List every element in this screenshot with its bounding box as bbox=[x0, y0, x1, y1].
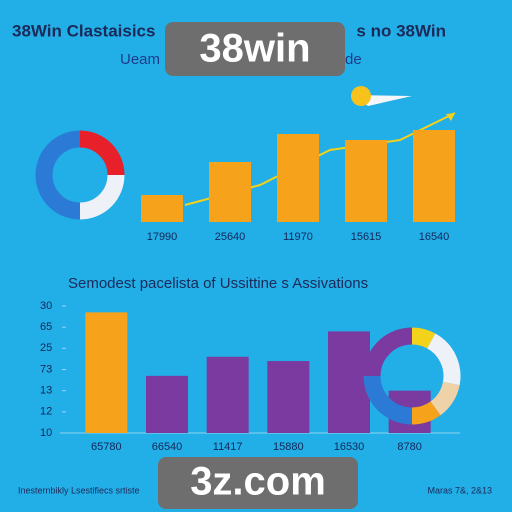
y-tick-label: 73 bbox=[40, 363, 52, 375]
chart-title: Semodest pacelista of Ussittine s Assiva… bbox=[68, 275, 368, 292]
x-tick-label: 15880 bbox=[273, 441, 304, 453]
subtitle-right: de bbox=[345, 51, 362, 68]
watermark-top: 38win bbox=[199, 27, 310, 71]
footer-left: Inesternbikly Lsestifiecs srtiste bbox=[18, 485, 140, 495]
y-tick-label: 12 bbox=[40, 406, 52, 418]
footer-right: Maras 7&, 2&13 bbox=[427, 485, 492, 495]
x-tick-label: 8780 bbox=[397, 441, 421, 453]
donut-segment bbox=[411, 327, 436, 349]
subtitle-left: Ueam bbox=[120, 51, 160, 68]
bar bbox=[209, 162, 251, 222]
y-tick-label: 13 bbox=[40, 385, 52, 397]
bar bbox=[146, 375, 188, 433]
y-tick-label: 10 bbox=[40, 427, 52, 439]
x-tick-label: 11417 bbox=[213, 441, 243, 453]
x-tick-label: 17990 bbox=[147, 231, 178, 243]
donut-segment bbox=[79, 174, 125, 220]
donut-segment bbox=[411, 401, 441, 425]
donut-segment bbox=[35, 130, 81, 220]
x-tick-label: 25640 bbox=[215, 231, 246, 243]
watermark-box bbox=[165, 22, 345, 76]
bar bbox=[328, 331, 370, 433]
bar bbox=[345, 140, 387, 222]
bar bbox=[267, 361, 310, 433]
title-right: s no 38Win bbox=[356, 21, 446, 40]
trend-arrow bbox=[446, 113, 455, 121]
bar bbox=[413, 130, 455, 222]
watermark-bottom: 3z.com bbox=[190, 460, 326, 504]
title-left: 38Win Clastaisics bbox=[12, 21, 155, 40]
y-tick-label: 30 bbox=[40, 300, 52, 312]
x-tick-label: 15615 bbox=[351, 231, 382, 243]
y-tick-label: 65 bbox=[40, 321, 52, 333]
donut-segment bbox=[79, 130, 125, 176]
x-tick-label: 16530 bbox=[334, 441, 365, 453]
comet-head bbox=[351, 86, 371, 106]
x-tick-label: 16540 bbox=[419, 231, 450, 243]
donut-segment bbox=[430, 381, 460, 416]
donut-segment bbox=[426, 333, 461, 386]
x-tick-label: 66540 bbox=[152, 441, 183, 453]
bar bbox=[277, 134, 319, 222]
x-tick-label: 11970 bbox=[283, 231, 313, 243]
x-tick-label: 65780 bbox=[91, 441, 122, 453]
donut-segment bbox=[363, 375, 413, 425]
bar bbox=[206, 356, 249, 433]
y-tick-label: 25 bbox=[40, 342, 52, 354]
watermark-box bbox=[158, 457, 358, 509]
bar bbox=[85, 312, 128, 433]
donut-segment bbox=[363, 327, 413, 377]
bar bbox=[141, 195, 183, 222]
